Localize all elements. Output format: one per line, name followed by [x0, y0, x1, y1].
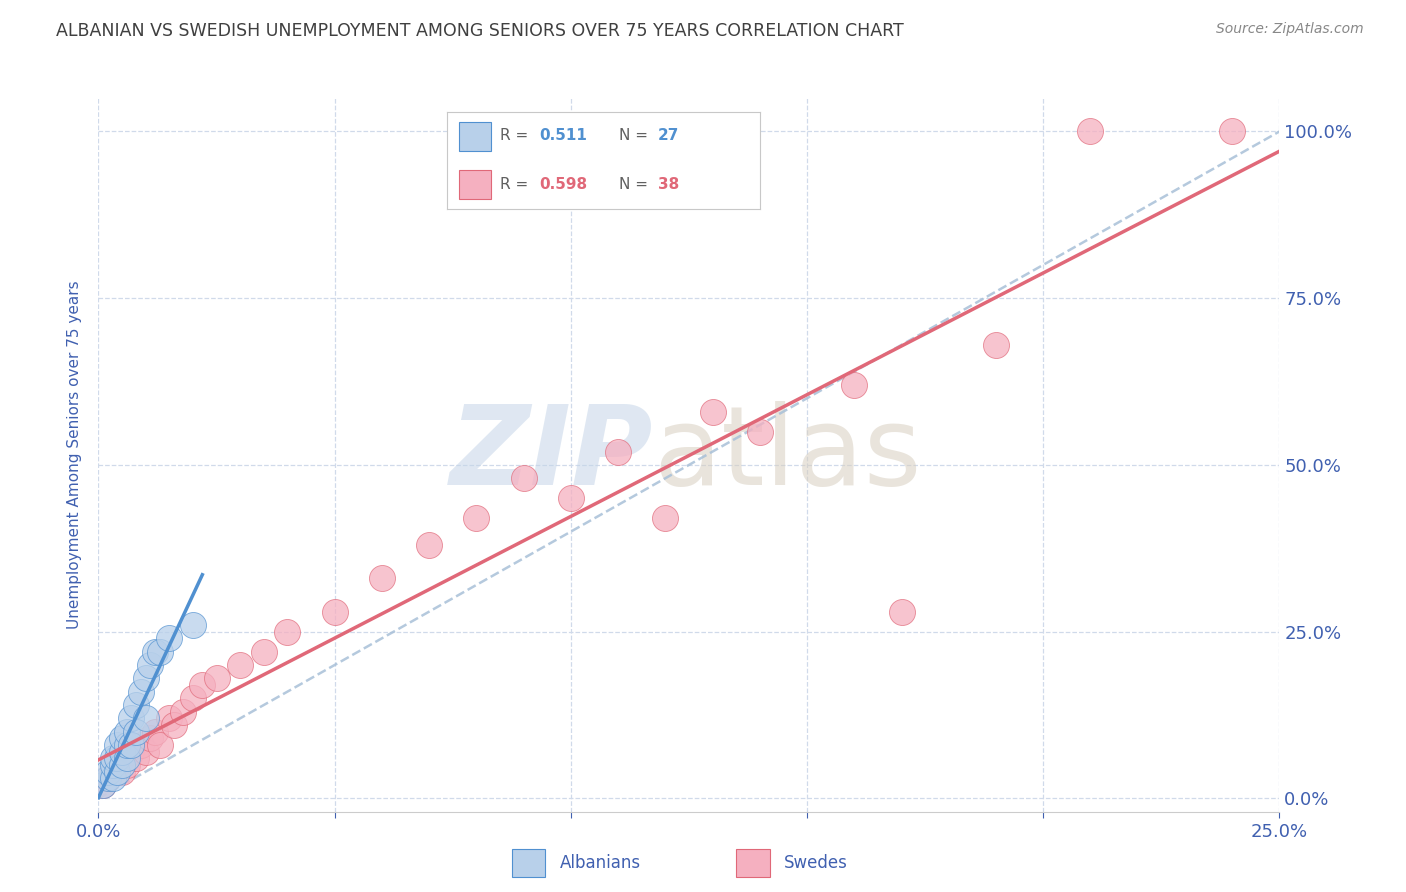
Point	[115, 738, 138, 752]
Point	[101, 772, 124, 786]
Point	[1080, 124, 1102, 138]
Point	[1220, 124, 1243, 138]
Point	[105, 764, 128, 779]
Point	[125, 698, 148, 712]
Point	[276, 624, 298, 639]
Point	[149, 645, 172, 659]
Point	[253, 645, 276, 659]
Point	[105, 738, 128, 752]
Point	[135, 711, 157, 725]
Point	[890, 605, 912, 619]
Point	[105, 758, 128, 772]
Point	[181, 691, 204, 706]
Point	[101, 751, 124, 765]
Point	[115, 724, 138, 739]
Point	[163, 718, 186, 732]
Point	[115, 751, 138, 765]
Point	[135, 745, 157, 759]
Text: Albanians: Albanians	[560, 854, 641, 872]
Point	[229, 658, 252, 673]
Point	[125, 724, 148, 739]
Point	[172, 705, 194, 719]
Point	[191, 678, 214, 692]
Point	[121, 711, 143, 725]
Text: ZIP: ZIP	[450, 401, 654, 508]
Point	[560, 491, 582, 506]
Point	[111, 745, 134, 759]
Bar	[512, 849, 546, 877]
Point	[101, 764, 124, 779]
Point	[465, 511, 488, 525]
Point	[91, 778, 114, 792]
Y-axis label: Unemployment Among Seniors over 75 years: Unemployment Among Seniors over 75 years	[67, 281, 83, 629]
Point	[181, 618, 204, 632]
Bar	[737, 849, 770, 877]
Point	[97, 772, 120, 786]
Point	[101, 758, 124, 772]
Point	[139, 731, 162, 746]
Point	[139, 658, 162, 673]
Point	[125, 751, 148, 765]
Point	[418, 538, 440, 552]
Point	[143, 724, 166, 739]
Point	[143, 645, 166, 659]
Point	[149, 738, 172, 752]
Point	[371, 571, 394, 585]
Point	[91, 778, 114, 792]
Point	[121, 745, 143, 759]
Point	[97, 764, 120, 779]
Point	[121, 738, 143, 752]
Point	[654, 511, 676, 525]
Point	[205, 671, 228, 685]
Point	[105, 751, 128, 765]
Point	[111, 758, 134, 772]
Point	[157, 632, 180, 646]
Point	[135, 671, 157, 685]
Text: Swedes: Swedes	[785, 854, 848, 872]
Point	[607, 444, 630, 458]
Point	[157, 711, 180, 725]
Point	[111, 731, 134, 746]
Point	[111, 751, 134, 765]
Text: Source: ZipAtlas.com: Source: ZipAtlas.com	[1216, 22, 1364, 37]
Point	[323, 605, 346, 619]
Point	[702, 404, 724, 418]
Point	[844, 377, 866, 392]
Text: atlas: atlas	[654, 401, 922, 508]
Point	[97, 772, 120, 786]
Point	[984, 338, 1007, 352]
Point	[111, 764, 134, 779]
Point	[748, 425, 770, 439]
Text: ALBANIAN VS SWEDISH UNEMPLOYMENT AMONG SENIORS OVER 75 YEARS CORRELATION CHART: ALBANIAN VS SWEDISH UNEMPLOYMENT AMONG S…	[56, 22, 904, 40]
Point	[512, 471, 534, 485]
Point	[129, 684, 152, 698]
Point	[129, 738, 152, 752]
Point	[115, 758, 138, 772]
